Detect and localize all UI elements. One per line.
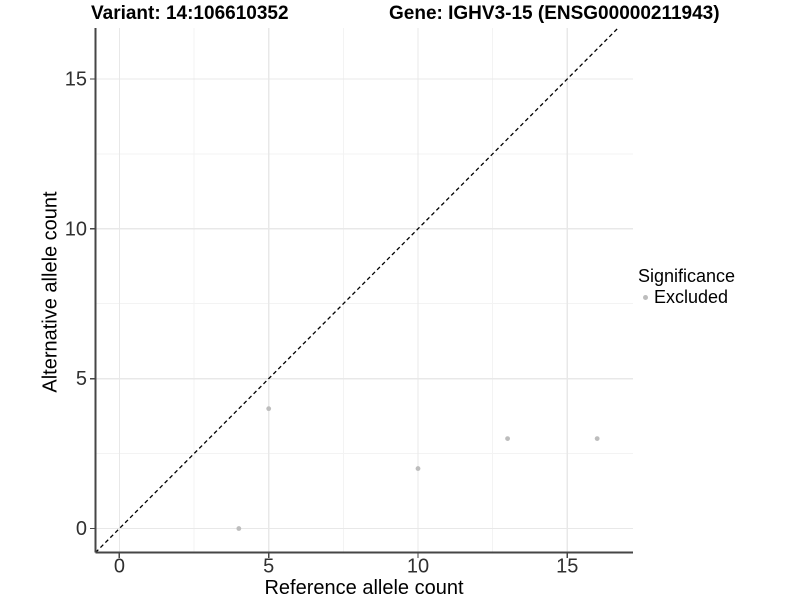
legend-item-excluded: Excluded [637,287,735,308]
minor-gridlines [95,28,633,553]
x-tick-label: 0 [114,556,125,578]
y-tick-label: 0 [76,518,87,540]
plot-title-variant: Variant: 14:106610352 [91,3,289,24]
data-point [236,526,242,531]
x-tick-label: 5 [263,556,274,578]
tick-labels: 0 5 10 15 0 5 10 15 [65,68,579,577]
y-tick-label: 5 [76,368,87,390]
major-gridlines [95,28,633,553]
plot-title-gene: Gene: IGHV3-15 (ENSG00000211943) [389,3,720,24]
x-tick-label: 10 [407,556,429,578]
legend-title: Significance [638,266,736,286]
legend: Significance Excluded [637,266,735,308]
data-point [594,436,600,442]
identity-dashed-line [95,27,619,553]
data-point [415,466,421,471]
y-tick-label: 15 [65,68,87,90]
axis-lines [94,28,633,554]
x-tick-label: 15 [556,556,578,578]
x-axis-title: Reference allele count [264,577,464,599]
tick-marks [90,78,569,558]
data-point [266,406,272,412]
data-points [236,406,600,531]
y-tick-label: 10 [65,218,87,240]
legend-key [637,289,654,306]
data-point [505,436,510,442]
point-icon [642,294,649,301]
y-axis-title: Alternative allele count [39,191,62,393]
legend-item-label: Excluded [654,287,729,307]
